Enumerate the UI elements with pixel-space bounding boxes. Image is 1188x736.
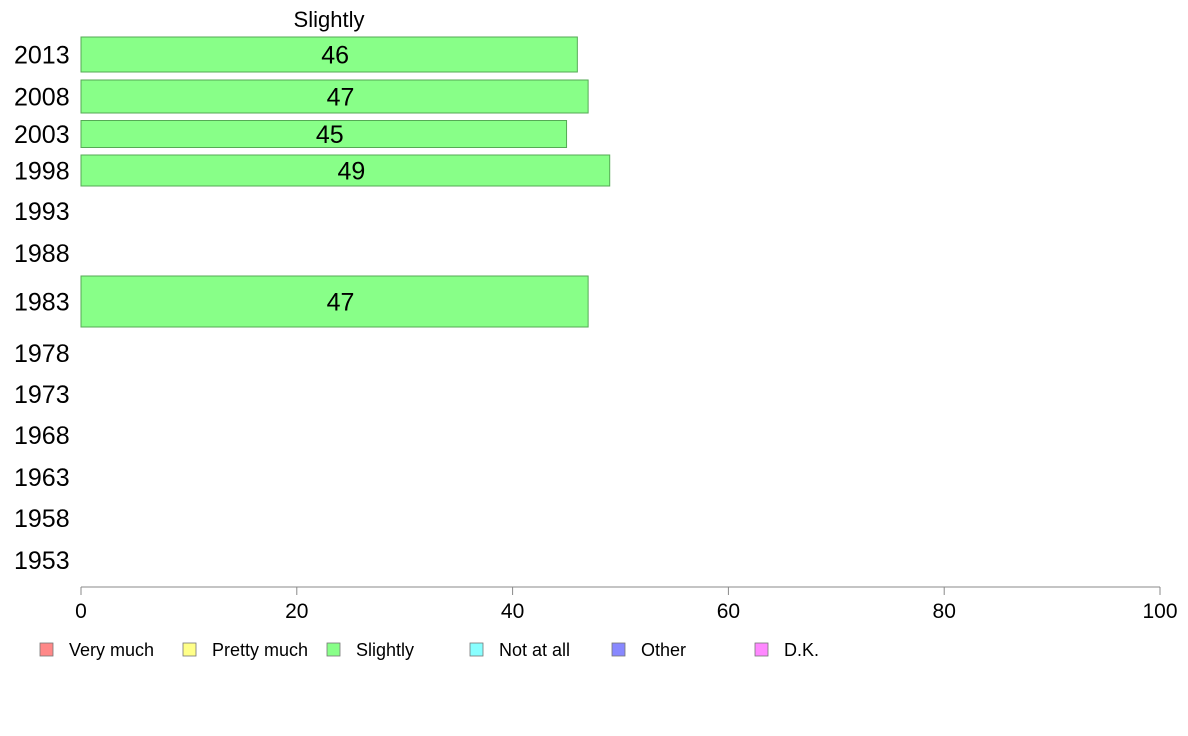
x-axis: 0 20 40 60 80 100	[75, 586, 1178, 623]
legend-swatch	[39, 642, 54, 657]
bar	[80, 275, 589, 328]
category-label: 1993	[14, 198, 70, 226]
category-label: 1973	[14, 381, 70, 409]
data-label: 47	[327, 289, 355, 317]
legend-swatch	[754, 642, 769, 657]
category-label: 1963	[14, 464, 70, 492]
category-label: 2013	[14, 42, 70, 70]
category-label: 1998	[14, 158, 70, 186]
category-label: 1953	[14, 547, 70, 575]
x-tick-label: 80	[933, 600, 956, 623]
x-tick-label: 20	[285, 600, 308, 623]
category-label: 1958	[14, 505, 70, 533]
bar	[80, 154, 611, 187]
legend-swatch	[326, 642, 341, 657]
legend-swatch	[611, 642, 626, 657]
data-label: 47	[327, 84, 355, 112]
bar	[80, 79, 589, 114]
legend-swatch	[469, 642, 484, 657]
legend-label: Very much	[69, 640, 154, 660]
x-tick-label: 0	[75, 600, 87, 623]
legend-label: Slightly	[356, 640, 414, 660]
x-tick-label: 100	[1142, 600, 1177, 623]
category-label: 1983	[14, 289, 70, 317]
category-label: 2003	[14, 121, 70, 149]
data-label: 49	[337, 158, 365, 186]
x-tick-label: 60	[717, 600, 740, 623]
data-label: 46	[321, 42, 349, 70]
bars-group: 46 47 45 49 47	[80, 36, 611, 328]
category-labels: 2013 2008 2003 1998 1993 1988 1983 1978 1973 1968…	[14, 42, 70, 576]
x-tick-label: 40	[501, 600, 524, 623]
category-label: 1988	[14, 240, 70, 268]
data-label: 45	[316, 121, 344, 149]
legend-label: D.K.	[784, 640, 819, 660]
legend-swatch	[182, 642, 197, 657]
category-label: 1968	[14, 422, 70, 450]
legend-label: Pretty much	[212, 640, 308, 660]
legend-label: Other	[641, 640, 686, 660]
bar	[80, 120, 568, 148]
legend-label: Not at all	[499, 640, 570, 660]
chart-title: Slightly	[294, 7, 365, 32]
category-label: 1978	[14, 340, 70, 368]
bar	[80, 36, 578, 73]
legend: Very much Pretty much Slightly Not at all Ot…	[39, 640, 819, 660]
category-label: 2008	[14, 84, 70, 112]
